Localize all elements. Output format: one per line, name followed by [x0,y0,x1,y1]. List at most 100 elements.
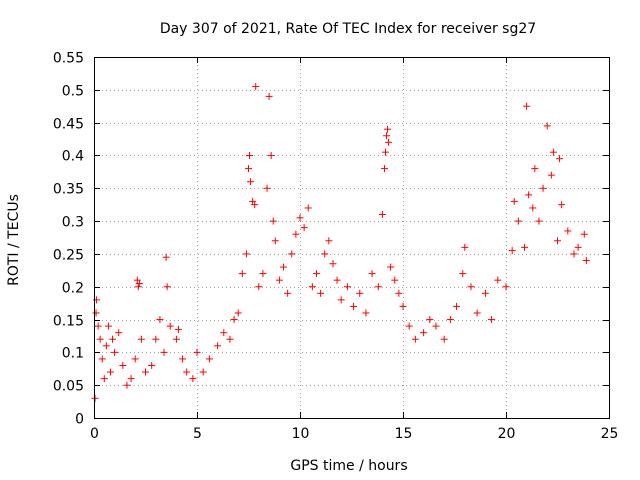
data-point [263,184,271,192]
data-point [189,375,197,383]
data-points [91,83,590,402]
data-point [362,309,370,317]
data-point [385,138,393,146]
data-point [420,329,428,337]
data-point [405,322,413,330]
data-point [111,348,119,356]
data-point [453,302,461,310]
data-point [325,237,333,245]
data-point [473,309,481,317]
data-point [333,276,341,284]
x-tick-label: 20 [498,426,516,442]
data-point [162,253,170,261]
data-point [387,263,395,271]
data-point [411,335,419,343]
data-point [502,283,510,291]
data-point [312,270,320,278]
data-point [220,329,228,337]
data-point [399,302,407,310]
data-point [304,204,312,212]
data-point [368,270,376,278]
y-tick-label: 0.3 [62,215,84,231]
data-point [300,224,308,232]
data-point [271,237,279,245]
x-axis: 0 5 10 15 20 25 [90,57,618,442]
y-tick-label: 0.25 [53,248,84,264]
data-point [234,309,242,317]
x-tick-label: 15 [395,426,413,442]
data-point [337,296,345,304]
data-point [350,302,358,310]
data-point [391,276,399,284]
data-point [380,165,388,173]
data-point [246,151,254,159]
data-point [556,155,564,163]
data-point [494,276,502,284]
data-point [104,322,112,330]
data-point [252,83,260,91]
data-point [580,230,588,238]
data-point [148,361,156,369]
y-tick-label: 0.1 [62,346,84,362]
y-tick-label: 0.4 [62,149,84,165]
data-point [426,316,434,324]
y-tick-label: 0.45 [53,117,84,133]
data-point [321,250,329,258]
data-point [523,102,531,110]
data-point [481,289,489,297]
data-point [166,322,174,330]
grid-lines [94,57,609,418]
x-axis-label: GPS time / hours [290,458,407,474]
x-tick-label: 25 [601,426,619,442]
y-tick-label: 0.55 [53,51,84,67]
data-point [226,335,234,343]
data-point [142,368,149,376]
y-tick-label: 0.2 [62,281,84,297]
data-point [531,165,539,173]
data-point [288,250,296,258]
data-point [255,283,263,291]
y-tick-label: 0.15 [53,314,84,330]
data-point [131,355,139,363]
data-point [296,214,304,222]
data-point [174,325,182,333]
data-point [574,243,582,251]
y-tick-label: 0 [75,412,84,428]
data-point [446,316,454,324]
data-point [329,260,337,268]
data-point [160,348,168,356]
data-point [183,368,191,376]
data-point [135,279,143,287]
data-point [343,283,351,291]
data-point [179,355,187,363]
data-point [106,368,114,376]
data-point [384,125,392,133]
data-point [535,217,543,225]
data-point [549,148,557,156]
data-point [137,335,145,343]
data-point [238,270,246,278]
data-point [374,283,382,291]
data-point [275,276,283,284]
data-point [558,201,566,209]
data-point [547,171,555,179]
data-point [510,197,518,205]
data-point [467,283,475,291]
data-point [564,227,572,235]
data-point [265,92,273,100]
data-point [284,289,292,297]
data-point [543,122,551,130]
data-point [214,342,222,350]
data-point [98,355,106,363]
data-point [102,342,110,350]
data-point [96,335,104,343]
data-point [127,375,135,383]
data-point [269,217,277,225]
plot-frame [94,57,610,419]
data-point [356,289,364,297]
x-tick-label: 5 [193,426,202,442]
data-point [92,309,100,317]
data-point [242,250,250,258]
y-tick-label: 0.05 [53,379,84,395]
data-point [508,247,516,255]
